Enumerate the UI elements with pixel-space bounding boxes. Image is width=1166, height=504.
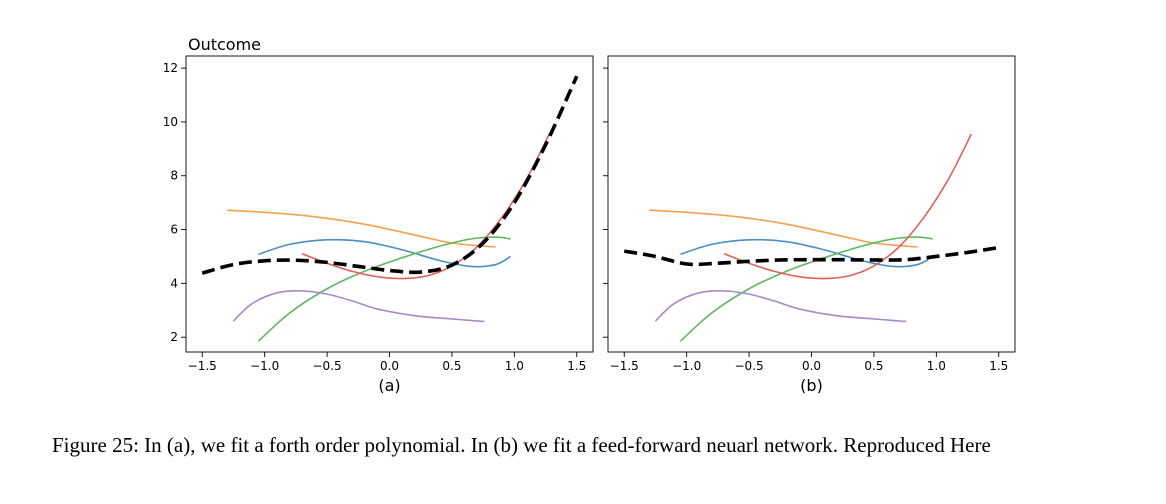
series-line-red [723, 133, 973, 280]
series-line-blue [258, 238, 512, 268]
x-tick-label: 1.0 [505, 359, 524, 373]
x-tick-label: −0.5 [313, 359, 342, 373]
x-tick-label: 0.5 [864, 359, 883, 373]
series-group [623, 133, 1000, 342]
series-line-green [679, 236, 933, 342]
x-tick-label: 1.5 [989, 359, 1008, 373]
chart-panel-a: −1.5 −1.0 −0.5 0.0 0.5 1.0 1.5 2 4 6 8 10 12 Outcome (… [163, 35, 594, 395]
y-tick-label: 8 [170, 169, 178, 183]
series-group [201, 75, 579, 342]
x-tick-label: −1.0 [672, 359, 701, 373]
x-tick-label: −1.0 [250, 359, 279, 373]
y-axis-label: Outcome [188, 35, 261, 54]
series-line-purple [654, 290, 907, 323]
fit-curve [623, 245, 1000, 267]
x-tick-label: 1.5 [567, 359, 586, 373]
x-tick-label: 1.0 [927, 359, 946, 373]
x-tick-label: 0.0 [802, 359, 821, 373]
figure-caption: Figure 25: In (a), we fit a forth order … [52, 433, 991, 457]
x-tick-label: 0.0 [380, 359, 399, 373]
x-tick-label: −1.5 [188, 359, 217, 373]
y-tick-label: 4 [170, 276, 178, 290]
x-tick-label: −1.5 [610, 359, 639, 373]
y-tick-label: 6 [170, 223, 178, 237]
chart-panel-b: −1.5 −1.0 −0.5 0.0 0.5 1.0 1.5 (b) [603, 55, 1016, 395]
series-line-blue [680, 238, 934, 268]
series-line-green [257, 236, 511, 342]
panel-label: (a) [378, 376, 400, 395]
y-tick-label: 12 [163, 61, 178, 75]
x-tick-label: 0.5 [442, 359, 461, 373]
y-tick-label: 10 [163, 115, 178, 129]
y-tick-label: 2 [170, 330, 178, 344]
series-line-red [301, 133, 551, 280]
figure: −1.5 −1.0 −0.5 0.0 0.5 1.0 1.5 2 4 6 8 10 12 Outcome (… [163, 35, 1016, 395]
x-tick-label: −0.5 [735, 359, 764, 373]
series-line-purple [232, 290, 485, 323]
panel-label: (b) [800, 376, 823, 395]
fit-curve [201, 75, 579, 275]
